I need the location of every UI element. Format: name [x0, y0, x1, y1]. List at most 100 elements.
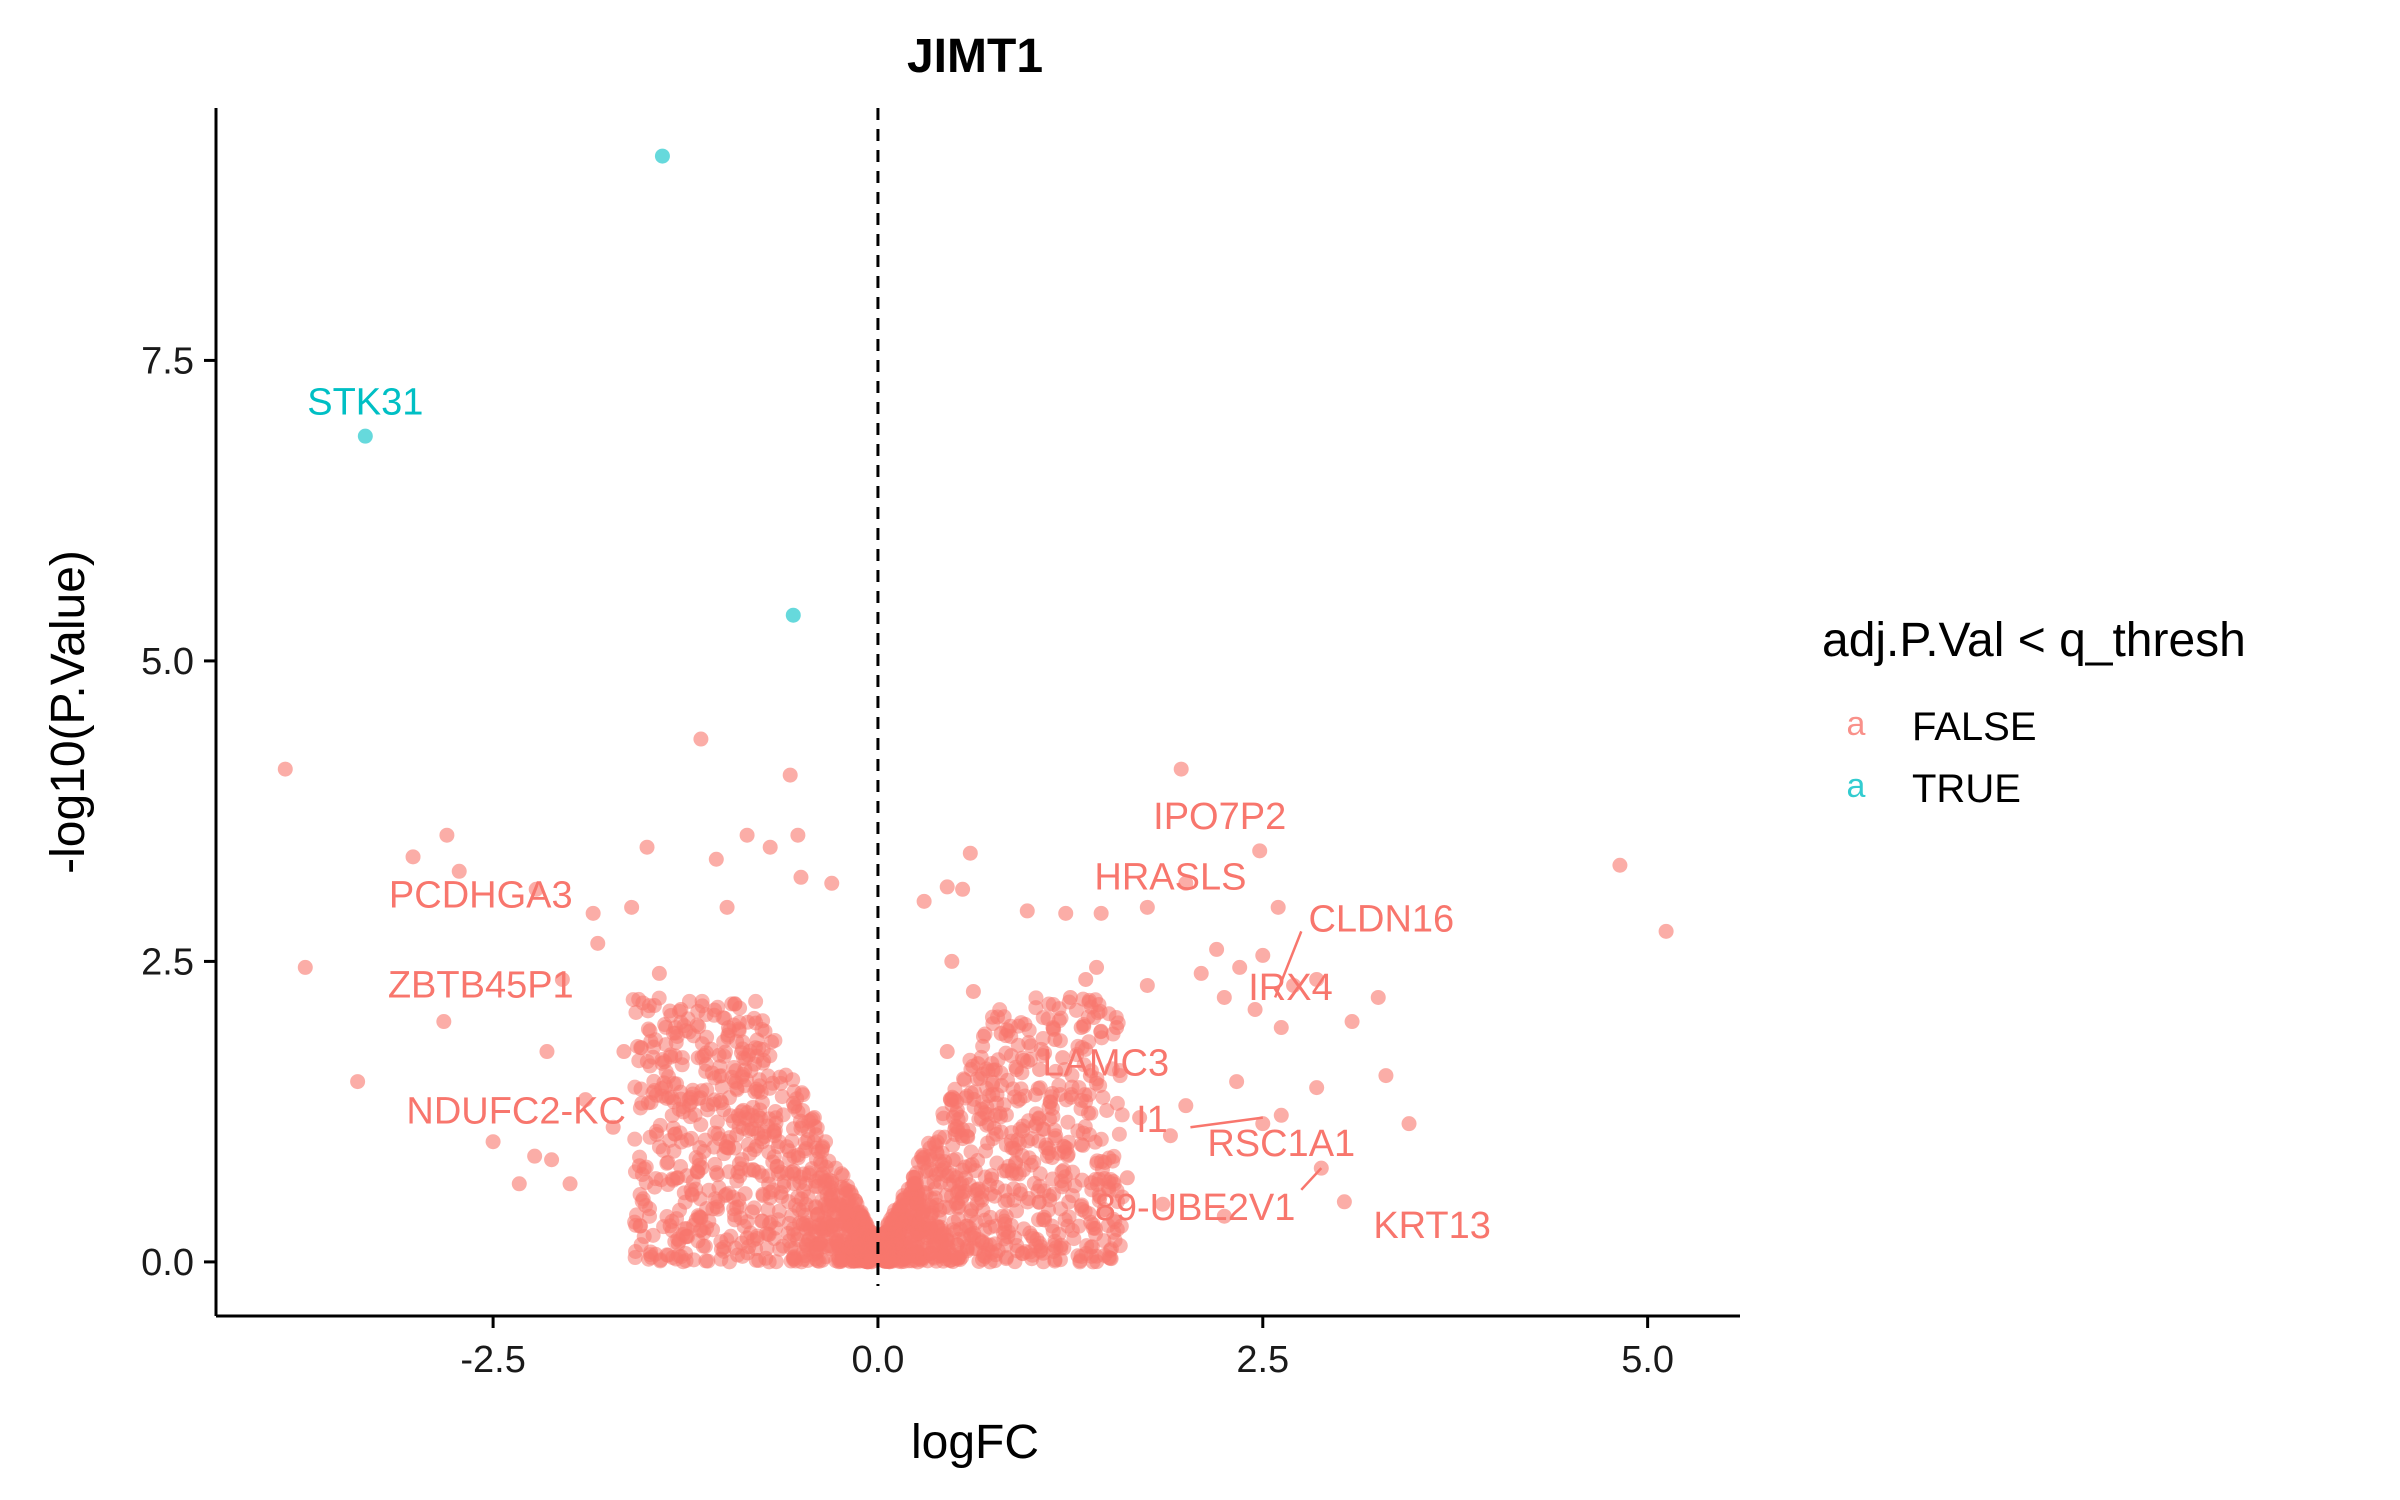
- scatter-point: [797, 1248, 813, 1264]
- scatter-point: [1043, 1089, 1059, 1105]
- scatter-point: [916, 893, 932, 909]
- scatter-point: [1080, 1009, 1096, 1025]
- scatter-point: [1077, 1119, 1093, 1135]
- scatter-point: [997, 1194, 1013, 1210]
- scatter-point: [729, 1127, 745, 1143]
- gene-label: IRX4: [1248, 967, 1332, 1009]
- series-true: [357, 148, 801, 623]
- scatter-point: [1193, 965, 1209, 981]
- scatter-point: [1083, 1105, 1099, 1121]
- scatter-point: [1051, 1077, 1067, 1093]
- gene-labels: STK31 PCDHGA3 ZBTB45P1 NDUFC2-KC IPO7P2 HRASL…: [307, 382, 1491, 1247]
- scatter-point: [760, 1168, 776, 1184]
- scatter-point: [1035, 1048, 1051, 1064]
- scatter-point: [735, 1066, 751, 1082]
- gene-label: IPO7P2: [1153, 796, 1286, 838]
- scatter-point: [1209, 941, 1225, 957]
- scatter-point: [916, 1155, 932, 1171]
- scatter-point: [654, 148, 670, 164]
- scatter-point: [677, 1194, 693, 1210]
- scatter-point: [729, 1034, 745, 1050]
- scatter-point: [439, 827, 455, 843]
- scatter-point: [1139, 899, 1155, 915]
- scatter-point: [662, 1218, 678, 1234]
- scatter-point: [977, 1026, 993, 1042]
- scatter-point: [1099, 1102, 1115, 1118]
- gene-label: RSC1A1: [1207, 1123, 1355, 1165]
- scatter-point: [714, 1079, 730, 1095]
- scatter-point: [1178, 875, 1194, 891]
- scatter-point: [1070, 1038, 1086, 1054]
- scatter-point: [277, 761, 293, 777]
- x-tick-label: 2.5: [1236, 1339, 1289, 1381]
- dense-point-cloud: [625, 990, 1130, 1270]
- scatter-point: [982, 1186, 998, 1202]
- scatter-point: [511, 1176, 527, 1192]
- gene-label: KRT13: [1373, 1205, 1491, 1247]
- scatter-point: [1064, 1067, 1080, 1083]
- scatter-point: [1270, 899, 1286, 915]
- scatter-point: [1061, 1134, 1077, 1150]
- scatter-point: [1216, 989, 1232, 1005]
- points-layer: [277, 148, 1674, 1270]
- scatter-point: [785, 1072, 801, 1088]
- scatter-point: [1021, 1150, 1037, 1166]
- scatter-point: [1011, 1136, 1027, 1152]
- scatter-point: [1255, 947, 1271, 963]
- scatter-point: [1008, 1062, 1024, 1078]
- scatter-point: [1612, 857, 1628, 873]
- scatter-point: [864, 1238, 880, 1254]
- scatter-point: [963, 1144, 979, 1160]
- scatter-point: [1036, 1209, 1052, 1225]
- scatter-point: [758, 1226, 774, 1242]
- scatter-point: [970, 1056, 986, 1072]
- scatter-point: [948, 1151, 964, 1167]
- scatter-point: [436, 1014, 452, 1030]
- scatter-point: [1132, 1110, 1148, 1126]
- scatter-point: [993, 1026, 1009, 1042]
- scatter-point: [795, 1102, 811, 1118]
- scatter-point: [1073, 1020, 1089, 1036]
- scatter-point: [716, 1243, 732, 1259]
- scatter-point: [1093, 1154, 1109, 1170]
- scatter-point: [577, 1092, 593, 1108]
- gene-label: LAMC3: [1042, 1043, 1169, 1085]
- scatter-point: [727, 1140, 743, 1156]
- scatter-point: [1089, 959, 1105, 975]
- scatter-point: [1016, 1221, 1032, 1237]
- scatter-point: [790, 827, 806, 843]
- scatter-point: [1273, 1107, 1289, 1123]
- scatter-point: [956, 1071, 972, 1087]
- scatter-point: [772, 1241, 788, 1257]
- scatter-point: [906, 1176, 922, 1192]
- y-axis-title: -log10(P.Value): [42, 550, 95, 874]
- scatter-point: [948, 1105, 964, 1121]
- scatter-point: [1062, 989, 1078, 1005]
- scatter-point: [1109, 1095, 1125, 1111]
- legend-label-false: FALSE: [1912, 705, 2037, 749]
- scatter-point: [1058, 905, 1074, 921]
- scatter-point: [1107, 1232, 1123, 1248]
- scatter-point: [883, 1216, 899, 1232]
- scatter-point: [719, 1232, 735, 1248]
- scatter-point: [1309, 1080, 1325, 1096]
- gene-label: ZBTB45P1: [388, 964, 574, 1006]
- scatter-point: [1344, 1014, 1360, 1030]
- scatter-point: [1111, 1126, 1127, 1142]
- scatter-point: [670, 1170, 686, 1186]
- scatter-point: [1078, 971, 1094, 987]
- scatter-point: [1255, 1116, 1271, 1132]
- scatter-point: [539, 1044, 555, 1060]
- scatter-point: [616, 1044, 632, 1060]
- y-axis-ticks: 0.0 2.5 5.0 7.5: [141, 340, 216, 1284]
- scatter-point: [831, 1254, 847, 1270]
- scatter-point: [1085, 1220, 1101, 1236]
- scatter-point: [544, 1152, 560, 1168]
- scatter-point: [1084, 1248, 1100, 1264]
- scatter-point: [1032, 1062, 1048, 1078]
- scatter-point: [964, 1157, 980, 1173]
- scatter-point: [1040, 1011, 1056, 1027]
- scatter-point: [562, 1176, 578, 1192]
- scatter-point: [1101, 1182, 1117, 1198]
- scatter-point: [1047, 1032, 1063, 1048]
